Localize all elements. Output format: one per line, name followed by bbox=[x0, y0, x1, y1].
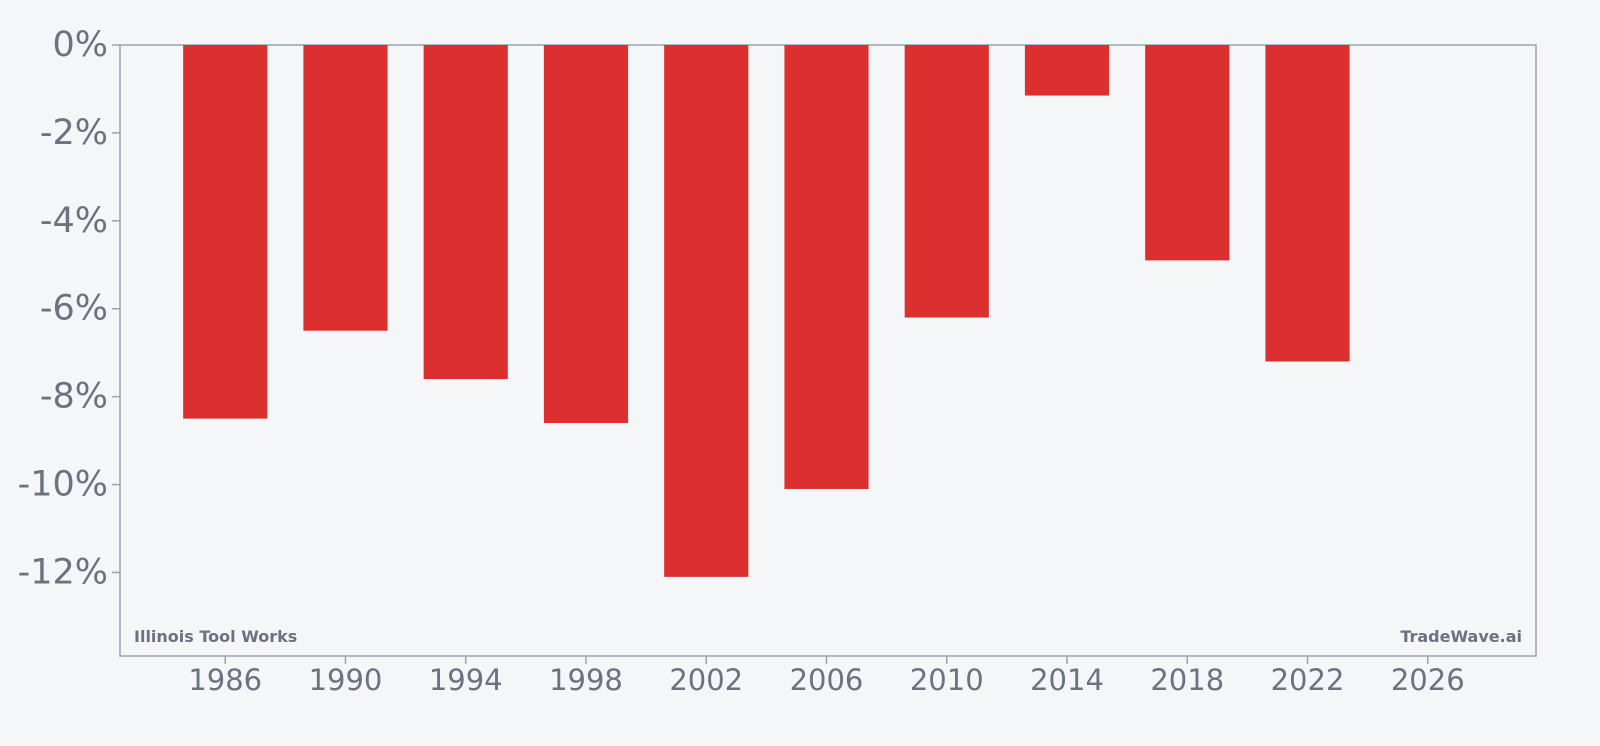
x-tick-label: 2018 bbox=[1150, 663, 1224, 697]
y-tick-label: -10% bbox=[18, 465, 108, 505]
bar-1990 bbox=[303, 45, 388, 331]
bar-1986 bbox=[183, 45, 268, 419]
x-tick-label: 2022 bbox=[1271, 663, 1345, 697]
x-tick-label: 1990 bbox=[309, 663, 383, 697]
y-tick-label: 0% bbox=[52, 25, 108, 65]
y-tick-label: -6% bbox=[40, 289, 108, 329]
company-label: Illinois Tool Works bbox=[134, 627, 297, 646]
x-tick-label: 2006 bbox=[790, 663, 864, 697]
y-tick-label: -12% bbox=[18, 552, 108, 592]
bar-2014 bbox=[1024, 45, 1110, 96]
bar-2002 bbox=[664, 45, 749, 577]
bars-layer bbox=[183, 45, 1350, 577]
bar-1994 bbox=[423, 45, 508, 380]
y-axis: 0% -2% -4% -6% -8% -10% -12% bbox=[18, 25, 120, 592]
bar-2010 bbox=[904, 45, 989, 318]
y-tick-label: -4% bbox=[40, 201, 108, 241]
x-tick-label: 2026 bbox=[1391, 663, 1465, 697]
x-tick-label: 1998 bbox=[549, 663, 623, 697]
y-tick-label: -8% bbox=[40, 377, 108, 417]
x-tick-label: 1994 bbox=[429, 663, 503, 697]
x-tick-label: 2002 bbox=[669, 663, 743, 697]
x-axis: 1986 1990 1994 1998 2002 2006 2010 2014 2018 2022… bbox=[188, 656, 1465, 697]
bar-2018 bbox=[1145, 45, 1230, 261]
y-tick-label: -2% bbox=[40, 113, 108, 153]
bar-1998 bbox=[543, 45, 629, 424]
x-tick-label: 2014 bbox=[1030, 663, 1104, 697]
bar-2006 bbox=[784, 45, 869, 489]
x-tick-label: 2010 bbox=[910, 663, 984, 697]
brand-watermark: TradeWave.ai bbox=[1400, 627, 1522, 646]
bar-2022 bbox=[1265, 45, 1350, 362]
x-tick-label: 1986 bbox=[188, 663, 262, 697]
